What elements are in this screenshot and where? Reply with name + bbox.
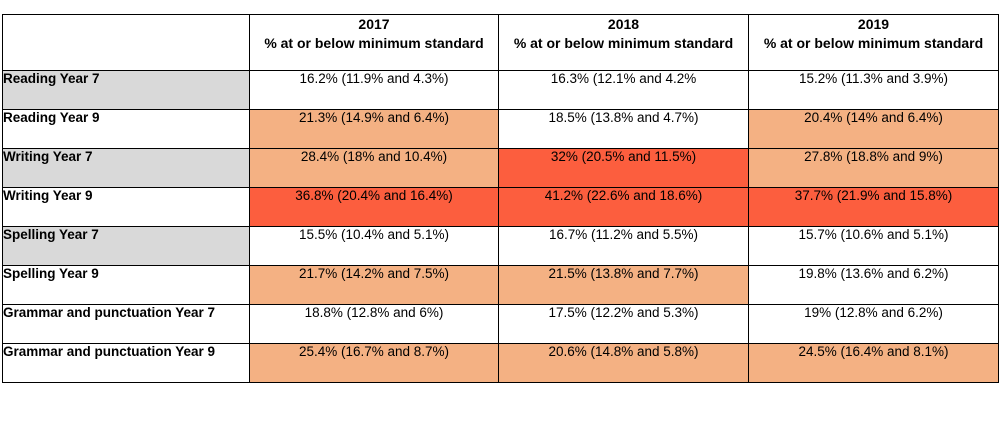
table-row: Writing Year 7 28.4% (18% and 10.4%) 32%… [2, 148, 999, 188]
header-subtitle: % at or below minimum standard [264, 35, 484, 51]
table-row: Spelling Year 9 21.7% (14.2% and 7.5%) 2… [2, 265, 999, 305]
cell-2017: 16.2% (11.9% and 4.3%) [249, 70, 499, 110]
cell-2019: 15.2% (11.3% and 3.9%) [748, 70, 999, 110]
cell-2019: 19.8% (13.6% and 6.2%) [748, 265, 999, 305]
cell-2017: 36.8% (20.4% and 16.4%) [249, 187, 499, 227]
header-subtitle: % at or below minimum standard [763, 35, 984, 51]
cell-2019: 19% (12.8% and 6.2%) [748, 304, 999, 344]
header-corner-cell [2, 14, 250, 71]
cell-2018: 32% (20.5% and 11.5%) [498, 148, 749, 188]
cell-2019: 20.4% (14% and 6.4%) [748, 109, 999, 149]
header-cell-2019: 2019 % at or below minimum standard [748, 14, 999, 71]
row-label: Spelling Year 7 [2, 226, 250, 266]
row-label: Spelling Year 9 [2, 265, 250, 305]
row-label: Reading Year 9 [2, 109, 250, 149]
cell-2019: 37.7% (21.9% and 15.8%) [748, 187, 999, 227]
cell-2018: 16.3% (12.1% and 4.2% [498, 70, 749, 110]
cell-2017: 18.8% (12.8% and 6%) [249, 304, 499, 344]
table-row: Reading Year 7 16.2% (11.9% and 4.3%) 16… [2, 70, 999, 110]
row-label: Writing Year 9 [2, 187, 250, 227]
header-year: 2017 [358, 16, 390, 32]
header-cell-2018: 2018 % at or below minimum standard [498, 14, 749, 71]
table-row: Reading Year 9 21.3% (14.9% and 6.4%) 18… [2, 109, 999, 149]
cell-2017: 28.4% (18% and 10.4%) [249, 148, 499, 188]
table-row: Grammar and punctuation Year 9 25.4% (16… [2, 343, 999, 383]
cell-2017: 21.7% (14.2% and 7.5%) [249, 265, 499, 305]
cell-2018: 21.5% (13.8% and 7.7%) [498, 265, 749, 305]
header-cell-2017: 2017 % at or below minimum standard [249, 14, 499, 71]
table-row: Writing Year 9 36.8% (20.4% and 16.4%) 4… [2, 187, 999, 227]
row-label: Writing Year 7 [2, 148, 250, 188]
cell-2018: 16.7% (11.2% and 5.5%) [498, 226, 749, 266]
header-year: 2018 [607, 16, 640, 32]
header-subtitle: % at or below minimum standard [513, 35, 734, 51]
header-year: 2019 [857, 16, 890, 32]
cell-2018: 20.6% (14.8% and 5.8%) [498, 343, 749, 383]
table-body: Reading Year 7 16.2% (11.9% and 4.3%) 16… [2, 70, 999, 383]
cell-2017: 21.3% (14.9% and 6.4%) [249, 109, 499, 149]
cell-2019: 15.7% (10.6% and 5.1%) [748, 226, 999, 266]
results-table: 2017 % at or below minimum standard 2018… [2, 14, 999, 383]
cell-2018: 41.2% (22.6% and 18.6%) [498, 187, 749, 227]
table-header: 2017 % at or below minimum standard 2018… [2, 14, 999, 71]
cell-2018: 18.5% (13.8% and 4.7%) [498, 109, 749, 149]
header-row: 2017 % at or below minimum standard 2018… [2, 14, 999, 71]
row-label: Reading Year 7 [2, 70, 250, 110]
cell-2017: 15.5% (10.4% and 5.1%) [249, 226, 499, 266]
table-row: Grammar and punctuation Year 7 18.8% (12… [2, 304, 999, 344]
row-label: Grammar and punctuation Year 9 [2, 343, 250, 383]
cell-2017: 25.4% (16.7% and 8.7%) [249, 343, 499, 383]
cell-2019: 24.5% (16.4% and 8.1%) [748, 343, 999, 383]
table-row: Spelling Year 7 15.5% (10.4% and 5.1%) 1… [2, 226, 999, 266]
cell-2018: 17.5% (12.2% and 5.3%) [498, 304, 749, 344]
row-label: Grammar and punctuation Year 7 [2, 304, 250, 344]
cell-2019: 27.8% (18.8% and 9%) [748, 148, 999, 188]
